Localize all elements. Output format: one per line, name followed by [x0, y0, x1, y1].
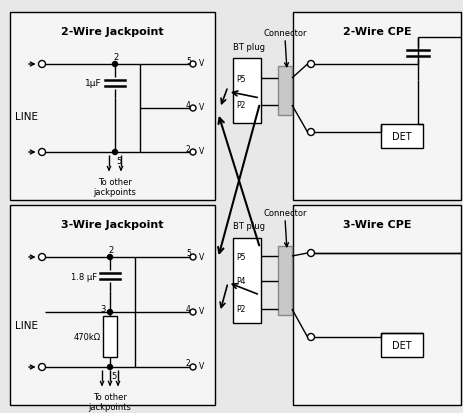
Circle shape — [307, 62, 314, 68]
Text: 4: 4 — [186, 304, 190, 313]
Text: 2: 2 — [108, 246, 113, 255]
Circle shape — [107, 310, 112, 315]
Bar — [103, 316, 117, 357]
Circle shape — [307, 129, 314, 136]
Text: LINE: LINE — [15, 320, 38, 330]
Text: 470kΩ: 470kΩ — [74, 333, 101, 342]
Text: 5: 5 — [186, 56, 190, 65]
Text: P2: P2 — [236, 305, 245, 314]
Circle shape — [189, 364, 195, 370]
Text: DET: DET — [391, 132, 411, 142]
Text: 2: 2 — [186, 358, 190, 368]
Text: 1μF: 1μF — [85, 79, 102, 88]
Text: V: V — [199, 103, 204, 112]
Circle shape — [38, 363, 45, 370]
Circle shape — [112, 150, 117, 155]
Circle shape — [189, 150, 195, 156]
Circle shape — [38, 254, 45, 261]
Circle shape — [38, 62, 45, 68]
Bar — [277, 67, 291, 116]
Text: 2: 2 — [186, 144, 190, 153]
Text: 3-Wire Jackpoint: 3-Wire Jackpoint — [61, 219, 163, 230]
Text: P4: P4 — [236, 277, 245, 286]
Circle shape — [189, 254, 195, 260]
Bar — [380, 125, 422, 149]
Bar — [232, 238, 260, 323]
Text: 5: 5 — [186, 249, 190, 258]
Text: BT plug: BT plug — [232, 222, 264, 231]
Circle shape — [189, 62, 195, 68]
Circle shape — [112, 62, 117, 67]
Bar — [277, 247, 291, 315]
Bar — [292, 13, 460, 201]
Text: 5: 5 — [111, 372, 116, 380]
Text: V: V — [199, 362, 204, 370]
Circle shape — [189, 106, 195, 112]
Text: Connector: Connector — [263, 29, 306, 38]
Text: P5: P5 — [236, 252, 245, 261]
Circle shape — [38, 149, 45, 156]
Text: 5: 5 — [116, 157, 121, 166]
Text: 2-Wire CPE: 2-Wire CPE — [342, 27, 410, 37]
Text: DET: DET — [391, 340, 411, 350]
Text: V: V — [199, 252, 204, 261]
Circle shape — [107, 365, 112, 370]
Circle shape — [107, 255, 112, 260]
Text: BT plug: BT plug — [232, 43, 264, 51]
Text: Connector: Connector — [263, 209, 306, 218]
Text: 3: 3 — [100, 304, 105, 313]
Circle shape — [189, 309, 195, 315]
Text: LINE: LINE — [15, 112, 38, 122]
Circle shape — [307, 250, 314, 257]
Text: V: V — [199, 59, 204, 68]
Circle shape — [307, 334, 314, 341]
Bar — [380, 333, 422, 357]
Bar — [10, 206, 214, 405]
Text: 4: 4 — [186, 100, 190, 109]
Text: 1.8 μF: 1.8 μF — [71, 272, 97, 281]
Text: P5: P5 — [236, 74, 245, 83]
Text: 2: 2 — [113, 53, 118, 62]
Bar — [232, 59, 260, 124]
Text: To other
jackpoints: To other jackpoints — [88, 392, 131, 411]
Text: 2-Wire Jackpoint: 2-Wire Jackpoint — [61, 27, 163, 37]
Bar — [292, 206, 460, 405]
Text: To other
jackpoints: To other jackpoints — [94, 178, 136, 197]
Text: P2: P2 — [236, 101, 245, 110]
Bar — [10, 13, 214, 201]
Text: V: V — [199, 307, 204, 316]
Text: V: V — [199, 147, 204, 156]
Text: 3-Wire CPE: 3-Wire CPE — [342, 219, 410, 230]
